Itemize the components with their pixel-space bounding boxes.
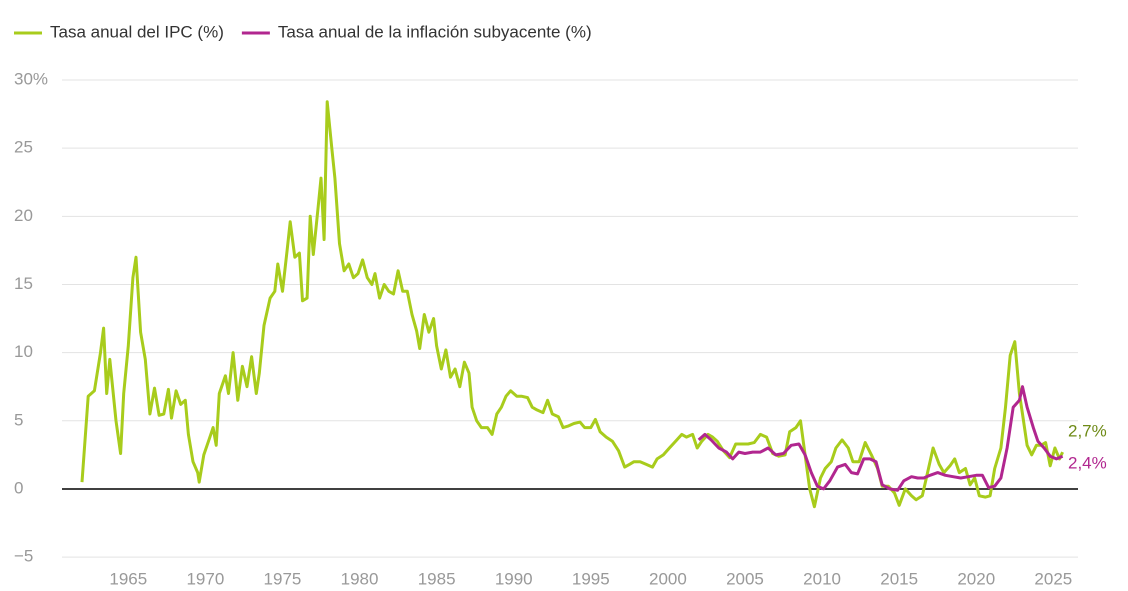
x-tick-label: 2020 xyxy=(957,569,995,588)
y-tick-label: 15 xyxy=(14,274,33,293)
x-tick-label: 1995 xyxy=(572,569,610,588)
x-tick-label: 1975 xyxy=(264,569,302,588)
series-line xyxy=(697,385,1064,492)
y-tick-label: 10 xyxy=(14,342,33,361)
end-label: 2,4% xyxy=(1068,454,1107,473)
x-tick-label: 2010 xyxy=(803,569,841,588)
y-tick-label: 30% xyxy=(14,69,48,88)
y-tick-label: 5 xyxy=(14,410,23,429)
series-line xyxy=(80,100,1064,509)
y-tick-label: 25 xyxy=(14,138,33,157)
x-tick-label: 1980 xyxy=(341,569,379,588)
x-tick-label: 2015 xyxy=(880,569,918,588)
x-tick-label: 1990 xyxy=(495,569,533,588)
legend-label: Tasa anual de la inflación subyacente (%… xyxy=(278,22,592,41)
x-tick-label: 2000 xyxy=(649,569,687,588)
x-tick-label: 1970 xyxy=(186,569,224,588)
y-tick-label: 20 xyxy=(14,206,33,225)
end-label: 2,7% xyxy=(1068,422,1107,441)
legend-label: Tasa anual del IPC (%) xyxy=(50,22,224,41)
x-tick-label: 2025 xyxy=(1034,569,1072,588)
x-tick-label: 1985 xyxy=(418,569,456,588)
x-tick-label: 1965 xyxy=(109,569,147,588)
y-tick-label: −5 xyxy=(14,547,33,566)
y-tick-label: 0 xyxy=(14,478,23,497)
x-tick-label: 2005 xyxy=(726,569,764,588)
